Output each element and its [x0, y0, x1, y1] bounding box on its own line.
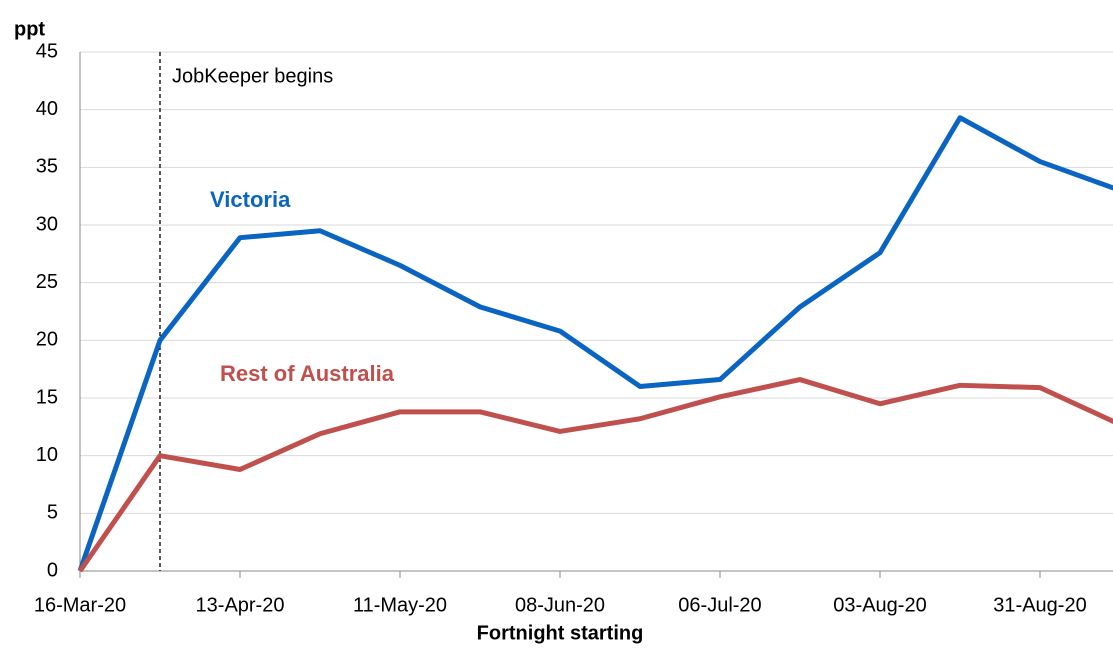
series-label: Victoria — [210, 187, 291, 212]
y-tick-label: 20 — [36, 329, 58, 351]
y-tick-label: 15 — [36, 386, 58, 408]
y-tick-label: 25 — [36, 271, 58, 293]
x-tick-label: 13-Apr-20 — [196, 594, 285, 616]
series-line — [77, 115, 1113, 572]
x-tick-label: 11-May-20 — [353, 594, 447, 616]
y-tick-label: 30 — [36, 213, 58, 235]
y-axis-label: ppt — [14, 18, 45, 40]
y-tick-label: 40 — [36, 98, 58, 120]
x-tick-label: 06-Jul-20 — [678, 594, 761, 616]
y-tick-label: 45 — [36, 40, 58, 62]
x-axis-label: Fortnight starting — [477, 622, 644, 644]
y-tick-label: 35 — [36, 156, 58, 178]
x-tick-label: 03-Aug-20 — [833, 594, 926, 616]
y-tick-label: 10 — [36, 444, 58, 466]
series-label: Rest of Australia — [220, 361, 395, 386]
x-tick-label: 08-Jun-20 — [515, 594, 605, 616]
y-tick-label: 5 — [47, 502, 58, 524]
x-tick-label: 31-Aug-20 — [993, 594, 1086, 616]
series-line — [77, 377, 1113, 573]
y-tick-label: 0 — [47, 559, 58, 581]
x-tick-label: 16-Mar-20 — [34, 594, 126, 616]
annotation: JobKeeper begins — [172, 65, 333, 87]
